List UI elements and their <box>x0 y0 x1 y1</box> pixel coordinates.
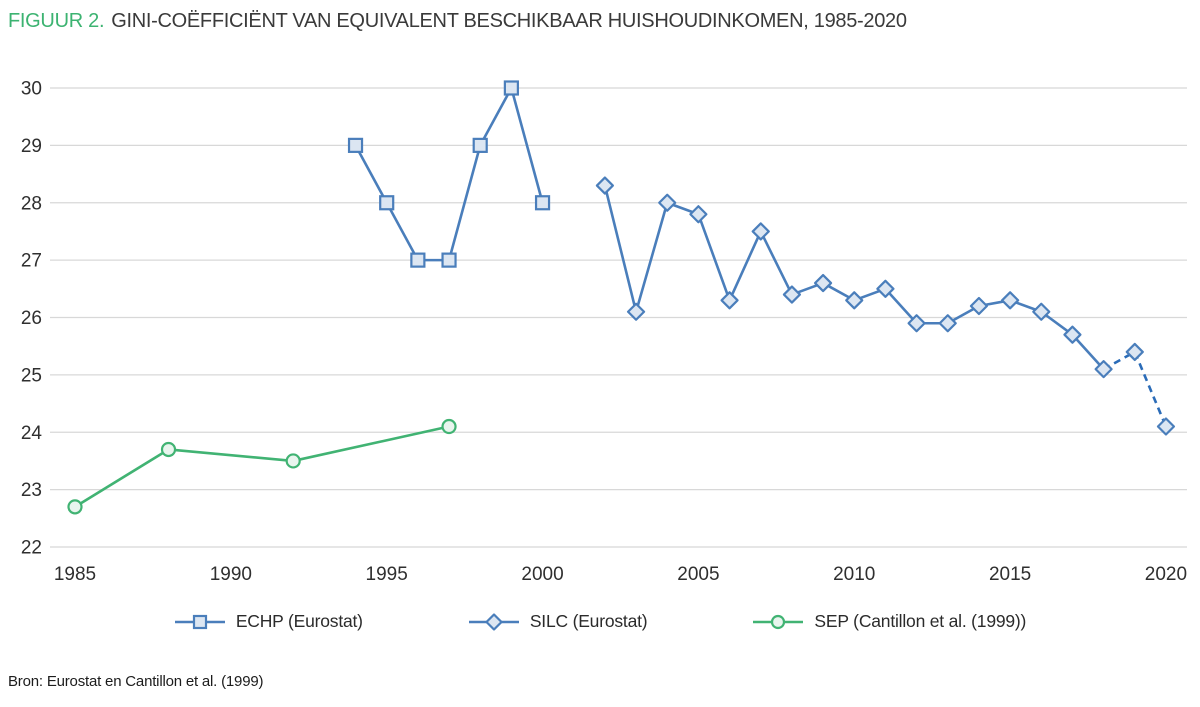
diamond-marker-icon <box>1001 291 1020 310</box>
legend-item-silc: SILC (Eurostat) <box>468 611 648 632</box>
diamond-marker-icon <box>876 279 895 298</box>
series-sep-markers <box>67 418 457 515</box>
legend-item-sep: SEP (Cantillon et al. (1999)) <box>752 611 1026 632</box>
diamond-marker-icon <box>845 291 864 310</box>
square-marker-icon <box>379 195 395 211</box>
diamond-marker-icon <box>813 273 833 293</box>
diamond-marker-icon <box>658 193 677 212</box>
x-tick-label: 2015 <box>989 564 1031 585</box>
figure-title: FIGUUR 2. GINI-COËFFICIËNT VAN EQUIVALENT… <box>8 10 907 33</box>
series-silc-line <box>603 184 1105 371</box>
figure-title-text: GINI-COËFFICIËNT VAN EQUIVALENT BESCHIKB… <box>111 10 907 32</box>
y-tick-label: 30 <box>21 79 42 100</box>
y-tick-label: 23 <box>21 480 42 501</box>
legend-label-echp: ECHP (Eurostat) <box>235 611 363 631</box>
diamond-marker-icon <box>1156 417 1176 436</box>
gridlines <box>50 87 1187 548</box>
circle-marker-icon <box>67 499 83 515</box>
diamond-marker-icon <box>751 222 770 241</box>
x-tick-label: 2005 <box>677 564 719 585</box>
circle-marker-icon <box>160 441 177 458</box>
y-tick-label: 27 <box>21 251 42 272</box>
square-marker-icon <box>534 195 551 211</box>
y-tick-label: 24 <box>21 423 43 444</box>
x-tick-label: 2020 <box>1145 564 1187 585</box>
diamond-marker-icon <box>626 302 646 321</box>
square-marker-icon <box>410 252 426 268</box>
diamond-marker-icon <box>1094 360 1113 379</box>
circle-marker-icon <box>771 614 786 629</box>
legend-echp-swatch <box>174 614 225 629</box>
square-marker-icon <box>503 80 519 96</box>
series-silc-markers <box>595 176 1176 436</box>
legend-item-echp: ECHP (Eurostat) <box>174 611 363 632</box>
source-note: Bron: Eurostat en Cantillon et al. (1999… <box>8 673 264 690</box>
square-marker-icon <box>441 252 457 268</box>
series-silc-line-dashed <box>1102 350 1168 428</box>
diamond-marker-icon <box>1125 342 1144 362</box>
x-tick-label: 2010 <box>833 564 875 585</box>
series-echp-line <box>354 86 544 262</box>
series-sep-line <box>73 425 451 509</box>
x-tick-label: 1995 <box>366 564 408 585</box>
figure-number: FIGUUR 2. <box>8 10 105 32</box>
circle-marker-icon <box>441 418 457 435</box>
diamond-marker-icon <box>689 205 708 224</box>
diamond-marker-icon <box>969 296 989 316</box>
y-tick-label: 25 <box>21 365 42 386</box>
diamond-marker-icon <box>782 285 802 304</box>
x-tick-label: 1985 <box>54 564 96 585</box>
legend-label-sep: SEP (Cantillon et al. (1999)) <box>814 611 1027 631</box>
x-tick-label: 2000 <box>521 564 563 585</box>
diamond-marker-icon <box>1063 325 1082 344</box>
diamond-marker-icon <box>1032 302 1051 321</box>
square-marker-icon <box>192 614 207 629</box>
legend-sep-swatch <box>753 614 804 629</box>
y-tick-label: 29 <box>21 136 42 157</box>
circle-marker-icon <box>285 453 301 469</box>
x-tick-label: 1990 <box>210 564 252 585</box>
diamond-marker-icon <box>720 291 739 310</box>
diamond-marker-icon <box>595 176 614 195</box>
legend-silc-swatch <box>468 612 519 631</box>
legend-label-silc: SILC (Eurostat) <box>529 611 648 631</box>
diamond-marker-icon <box>485 612 503 631</box>
square-marker-icon <box>472 137 488 153</box>
diamond-marker-icon <box>938 314 957 333</box>
y-tick-label: 26 <box>21 308 42 329</box>
line-chart: 22 23 24 25 26 27 28 29 30 1985 1990 1995 2000 2005 20… <box>21 79 1187 586</box>
chart-legend: ECHP (Eurostat) SILC (Eurostat) SEP (Canti… <box>0 611 1200 632</box>
y-tick-label: 22 <box>21 538 42 559</box>
series-echp-markers <box>347 80 551 268</box>
diamond-marker-icon <box>907 314 926 333</box>
square-marker-icon <box>347 137 364 153</box>
y-tick-label: 28 <box>21 193 42 214</box>
